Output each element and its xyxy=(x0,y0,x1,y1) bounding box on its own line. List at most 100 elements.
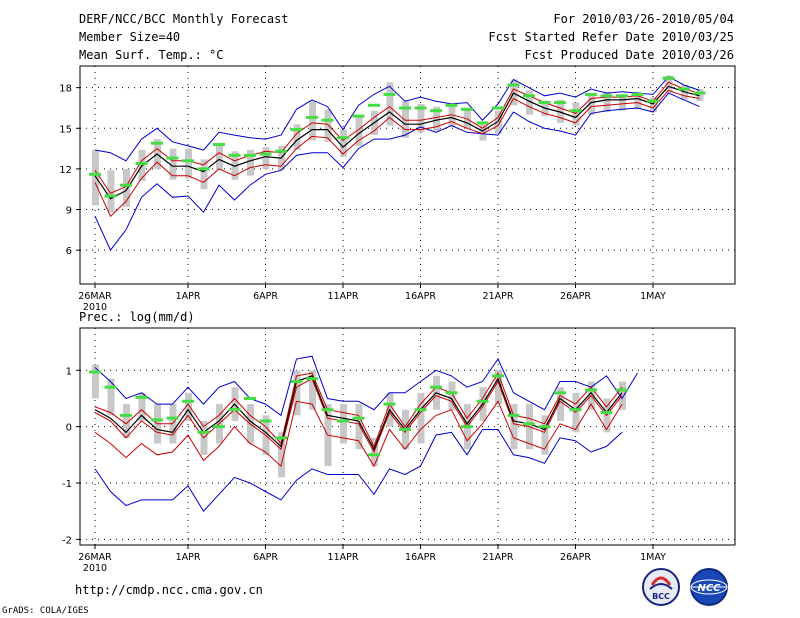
mean-marker xyxy=(383,402,396,406)
spread-bar xyxy=(557,99,564,123)
spread-bar xyxy=(138,392,146,421)
mean-marker xyxy=(585,92,597,96)
mean-marker xyxy=(290,128,303,132)
header-title: DERF/NCC/BCC Monthly Forecast xyxy=(79,12,289,26)
spread-bar xyxy=(557,387,564,421)
mean-marker xyxy=(492,374,504,378)
x-tick-label: 1MAY xyxy=(640,291,666,302)
spread-bar xyxy=(603,91,611,113)
mean-marker xyxy=(569,109,582,113)
spread-bar xyxy=(309,101,316,141)
spread-bar xyxy=(495,370,502,405)
spread-bar xyxy=(634,91,642,110)
spread-bar xyxy=(107,170,115,213)
plot-frame xyxy=(79,327,736,546)
x-tick-label: 26APR xyxy=(560,291,591,302)
y-tick-label: 0 xyxy=(66,423,72,434)
mean-marker xyxy=(259,152,272,156)
mean-marker xyxy=(585,388,597,392)
max-envelope-line xyxy=(94,76,700,162)
bcc-logo: BCC xyxy=(642,568,680,606)
spread-bar xyxy=(92,364,99,399)
spread-bar xyxy=(417,103,425,133)
spread-bar xyxy=(417,392,425,444)
mean-marker xyxy=(476,121,489,125)
mean-marker xyxy=(197,167,210,171)
spread-bar xyxy=(402,101,409,138)
footer-url: http://cmdp.ncc.cma.gov.cn xyxy=(75,583,263,597)
mean-marker xyxy=(414,408,427,412)
mean-marker xyxy=(662,76,675,80)
mean-marker xyxy=(352,416,365,420)
mean-marker xyxy=(120,183,132,187)
spread-bar xyxy=(185,392,192,421)
mean-marker xyxy=(337,419,349,423)
spread-bar xyxy=(464,107,471,129)
mean-marker xyxy=(523,422,535,426)
y-tick-label: -1 xyxy=(62,479,72,490)
upper-band-line xyxy=(94,371,623,448)
mean-marker xyxy=(166,156,179,160)
x-tick-label: 1MAY xyxy=(640,552,666,563)
upper-band-line xyxy=(94,81,700,194)
ensemble-mean-line xyxy=(94,85,700,200)
x-tick-label: 1APR xyxy=(176,552,201,563)
spread-bar xyxy=(588,93,595,115)
y-tick-label: 1 xyxy=(66,366,72,377)
x-tick-label: 21APR xyxy=(483,552,514,563)
spread-bar xyxy=(541,415,549,455)
mean-marker xyxy=(306,115,318,119)
header-start-date: Fcst Started Refer Date 2010/03/25 xyxy=(488,30,734,44)
mean-marker xyxy=(631,92,644,96)
mean-marker xyxy=(213,143,225,147)
mean-marker xyxy=(228,408,241,412)
spread-bar xyxy=(619,381,626,410)
y-tick-label: -2 xyxy=(62,535,72,546)
spread-bar xyxy=(510,404,518,450)
mean-marker xyxy=(399,427,411,431)
mean-marker xyxy=(89,370,101,374)
mean-marker xyxy=(368,103,380,107)
spread-bar xyxy=(293,370,301,416)
spread-bar xyxy=(696,89,704,102)
mean-marker xyxy=(600,411,613,415)
spread-bar xyxy=(510,79,518,106)
mean-marker xyxy=(244,153,256,157)
plot-frame xyxy=(79,65,736,285)
mean-marker xyxy=(151,418,163,422)
x-tick-label: 11APR xyxy=(328,552,359,563)
spread-bar xyxy=(340,404,347,444)
y-tick-label: 9 xyxy=(66,206,72,217)
lower-band-line xyxy=(94,400,623,468)
footer-grads-credit: GrADS: COLA/IGES xyxy=(2,606,89,616)
header-produced-date: Fcst Produced Date 2010/03/26 xyxy=(524,48,734,62)
spread-bar xyxy=(107,378,115,416)
mean-marker xyxy=(445,103,458,107)
mean-marker xyxy=(244,396,256,400)
spread-bar xyxy=(169,148,177,180)
temperature-panel-title: Mean Surf. Temp.: °C xyxy=(79,48,224,62)
spread-bar xyxy=(262,147,270,169)
spread-bar xyxy=(185,148,192,179)
spread-bar xyxy=(386,82,394,126)
bcc-logo-text: BCC xyxy=(652,592,670,601)
temperature-panel: 26MAR 1APR 6APR 11APR 16APR 21APR 26APR 1MAY 201… xyxy=(59,65,736,313)
spread-bar xyxy=(526,90,533,115)
mean-marker xyxy=(492,106,504,110)
mean-marker xyxy=(182,399,194,403)
spread-bar xyxy=(92,149,99,206)
spread-bar xyxy=(355,117,363,146)
mean-marker xyxy=(228,153,241,157)
mean-marker xyxy=(399,106,411,110)
ensemble-mean-line xyxy=(94,375,623,451)
spread-bar xyxy=(247,149,254,176)
spread-bar xyxy=(355,404,363,450)
spread-bar xyxy=(278,432,285,478)
mean-marker xyxy=(616,94,628,98)
ncc-logo-text: NCC xyxy=(697,583,721,594)
mean-marker xyxy=(275,436,287,440)
spread-bar xyxy=(123,404,130,438)
spread-bar xyxy=(293,124,301,150)
mean-marker xyxy=(461,425,473,429)
y-tick-label: 18 xyxy=(59,84,72,95)
